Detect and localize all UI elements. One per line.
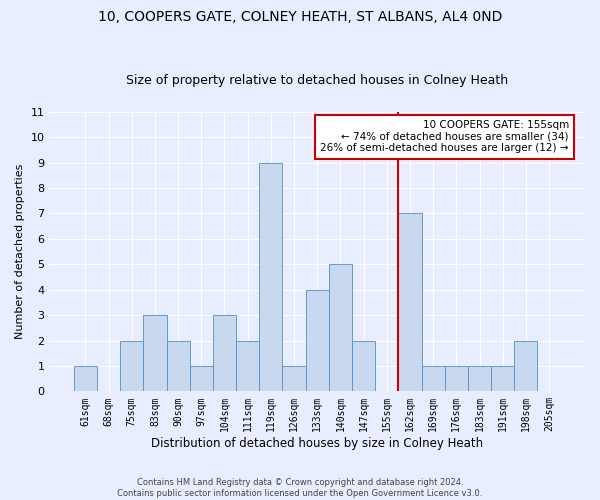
Title: Size of property relative to detached houses in Colney Heath: Size of property relative to detached ho… bbox=[126, 74, 508, 87]
Y-axis label: Number of detached properties: Number of detached properties bbox=[15, 164, 25, 339]
Bar bbox=[468, 366, 491, 392]
Bar bbox=[259, 162, 283, 392]
X-axis label: Distribution of detached houses by size in Colney Heath: Distribution of detached houses by size … bbox=[151, 437, 483, 450]
Text: 10 COOPERS GATE: 155sqm
← 74% of detached houses are smaller (34)
26% of semi-de: 10 COOPERS GATE: 155sqm ← 74% of detache… bbox=[320, 120, 569, 154]
Text: 10, COOPERS GATE, COLNEY HEATH, ST ALBANS, AL4 0ND: 10, COOPERS GATE, COLNEY HEATH, ST ALBAN… bbox=[98, 10, 502, 24]
Bar bbox=[283, 366, 305, 392]
Bar bbox=[352, 340, 375, 392]
Bar bbox=[213, 315, 236, 392]
Bar bbox=[190, 366, 213, 392]
Bar bbox=[305, 290, 329, 392]
Bar bbox=[514, 340, 538, 392]
Bar bbox=[167, 340, 190, 392]
Bar bbox=[120, 340, 143, 392]
Bar bbox=[491, 366, 514, 392]
Bar bbox=[143, 315, 167, 392]
Bar bbox=[236, 340, 259, 392]
Bar bbox=[445, 366, 468, 392]
Bar bbox=[329, 264, 352, 392]
Bar bbox=[74, 366, 97, 392]
Bar bbox=[422, 366, 445, 392]
Text: Contains HM Land Registry data © Crown copyright and database right 2024.
Contai: Contains HM Land Registry data © Crown c… bbox=[118, 478, 482, 498]
Bar bbox=[398, 214, 422, 392]
